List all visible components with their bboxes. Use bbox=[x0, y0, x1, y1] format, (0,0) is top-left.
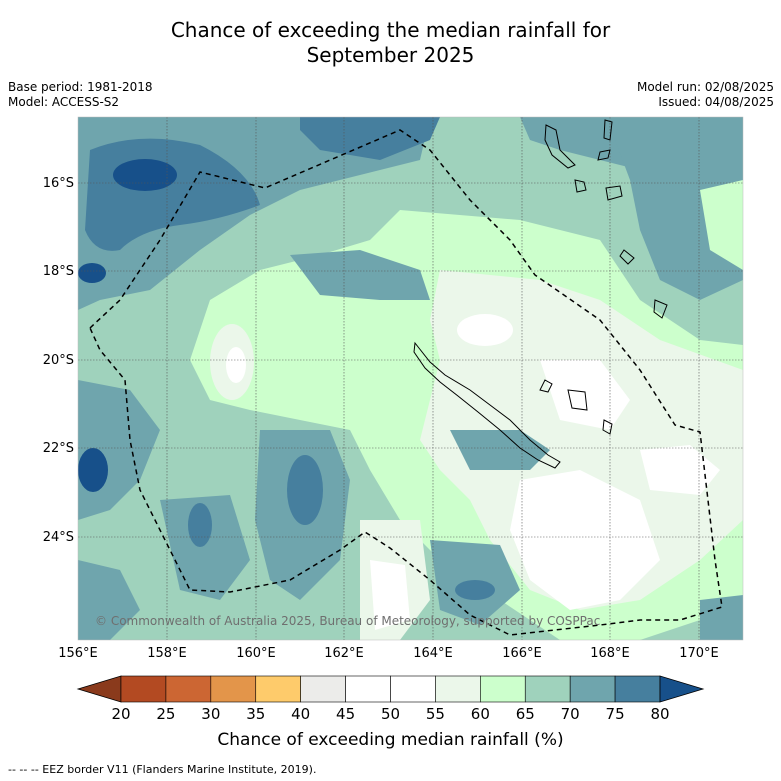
lat-label-20s: 20°S bbox=[42, 353, 74, 368]
zone-70-nc bbox=[290, 250, 430, 300]
graticule bbox=[78, 117, 743, 640]
zone-75-s bbox=[188, 503, 212, 547]
colorbar-tick-label: 60 bbox=[470, 705, 490, 723]
model-run: Model run: 02/08/2025 bbox=[636, 80, 774, 94]
eez-legend-note: -- -- -- EEZ border V11 (Flanders Marine… bbox=[8, 763, 317, 776]
colorbar-bin bbox=[569, 675, 616, 703]
colorbar-tick-label: 55 bbox=[425, 705, 445, 723]
lon-label-170e: 170°E bbox=[679, 646, 719, 661]
zone-45-55-n bbox=[457, 314, 513, 346]
colorbar-bin bbox=[300, 675, 346, 703]
zone-45-55-e bbox=[640, 445, 720, 495]
colorbar-bin bbox=[120, 675, 167, 703]
zone-80-w bbox=[78, 263, 106, 283]
zone-75-n bbox=[300, 117, 440, 160]
vanuatu-islands bbox=[544, 119, 668, 319]
colorbar-tick-label: 45 bbox=[336, 705, 356, 723]
zone-50-w bbox=[226, 347, 246, 383]
colorbar-tick-label: 25 bbox=[156, 705, 176, 723]
lon-label-162e: 162°E bbox=[324, 646, 364, 661]
zone-70-se bbox=[700, 595, 743, 640]
colorbar-title: Chance of exceeding median rainfall (%) bbox=[217, 730, 564, 750]
lat-label-18s: 18°S bbox=[42, 264, 74, 279]
zone-75-sc bbox=[287, 455, 323, 525]
colorbar-bin bbox=[210, 675, 257, 703]
issued-date: Issued: 04/08/2025 bbox=[658, 95, 774, 109]
colorbar-bin bbox=[390, 675, 436, 703]
lat-label-22s: 22°S bbox=[42, 441, 74, 456]
new-caledonia-island bbox=[413, 341, 561, 469]
lat-label-24s: 24°S bbox=[42, 530, 74, 545]
zone-45-55-se bbox=[510, 470, 660, 610]
lon-label-166e: 166°E bbox=[502, 646, 542, 661]
colorbar-bin bbox=[165, 675, 212, 703]
lon-label-156e: 156°E bbox=[58, 646, 98, 661]
colorbar bbox=[76, 675, 705, 703]
zone-55-60-central bbox=[420, 270, 743, 610]
zone-70-ssw bbox=[78, 560, 140, 640]
zone-70-s bbox=[160, 495, 250, 600]
colorbar-extend-low bbox=[76, 675, 122, 703]
lon-label-158e: 158°E bbox=[147, 646, 187, 661]
zone-80-nw bbox=[113, 159, 177, 191]
colorbar-tick-label: 35 bbox=[246, 705, 266, 723]
base-period: Base period: 1981-2018 bbox=[8, 80, 153, 94]
colorbar-tick-label: 65 bbox=[515, 705, 535, 723]
colorbar-bin bbox=[345, 675, 391, 703]
lon-label-160e: 160°E bbox=[236, 646, 276, 661]
colorbar-extend-high bbox=[659, 675, 705, 703]
zone-70-e bbox=[615, 117, 743, 300]
loyalty-islands bbox=[539, 379, 613, 435]
zone-50-s bbox=[370, 560, 410, 630]
copyright-notice: © Commonwealth of Australia 2025, Bureau… bbox=[95, 614, 601, 628]
lon-label-164e: 164°E bbox=[413, 646, 453, 661]
colorbar-tick-label: 80 bbox=[650, 705, 670, 723]
eez-border bbox=[89, 129, 723, 636]
zone-75-sc2 bbox=[455, 580, 495, 600]
colorbar-bin bbox=[524, 675, 571, 703]
title-line-2: September 2025 bbox=[306, 43, 475, 67]
zone-80-sw bbox=[78, 448, 108, 492]
model-name: Model: ACCESS-S2 bbox=[8, 95, 120, 109]
colorbar-tick-label: 20 bbox=[111, 705, 131, 723]
map-title: Chance of exceeding the median rainfall … bbox=[0, 18, 781, 68]
colorbar-tick-label: 40 bbox=[291, 705, 311, 723]
colorbar-tick-label: 70 bbox=[560, 705, 580, 723]
zone-70-c bbox=[450, 430, 550, 470]
colorbar-bin bbox=[614, 675, 661, 703]
lon-label-168e: 168°E bbox=[590, 646, 630, 661]
colorbar-bin bbox=[255, 675, 301, 703]
colorbar-bin bbox=[480, 675, 526, 703]
colorbar-tick-label: 75 bbox=[605, 705, 625, 723]
colorbar-tick-label: 50 bbox=[380, 705, 401, 723]
colorbar-tick-label: 30 bbox=[201, 705, 221, 723]
lat-label-16s: 16°S bbox=[42, 176, 74, 191]
meta-left: Base period: 1981-2018 Model: ACCESS-S2 bbox=[8, 80, 153, 110]
meta-right: Model run: 02/08/2025 Issued: 04/08/2025 bbox=[637, 80, 774, 110]
colorbar-bin bbox=[435, 675, 481, 703]
rainfall-field bbox=[78, 117, 743, 640]
zone-60-e bbox=[700, 180, 743, 270]
map-frame bbox=[77, 116, 744, 641]
title-line-1: Chance of exceeding the median rainfall … bbox=[170, 18, 611, 42]
